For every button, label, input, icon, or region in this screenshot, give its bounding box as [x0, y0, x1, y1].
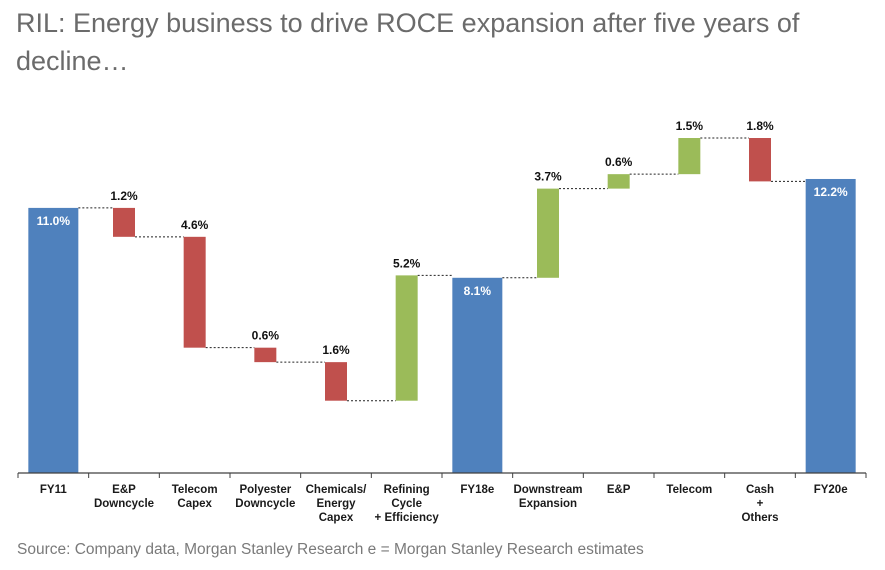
category-label-1: FY11 — [40, 484, 67, 496]
category-label-12: FY20e — [814, 484, 848, 496]
value-labels: 11.0% 1.2% 4.6% 0.6% 1.6% 5.2% 8.1% 3.7% 0.6% 1.5… — [37, 119, 848, 357]
bar-3-decrease — [183, 236, 206, 348]
bar-1-total — [28, 207, 79, 473]
bar-7-total — [452, 277, 503, 473]
value-label-11: 1.8% — [746, 119, 774, 133]
category-labels: FY11 E&P Downcycle Telecom Capex Polyester Dow… — [40, 484, 848, 524]
bar-9-increase — [607, 174, 630, 189]
category-label-6: Refining Cycle + Efficiency — [375, 484, 440, 524]
bar-10-increase — [678, 138, 701, 175]
value-label-7: 8.1% — [464, 284, 492, 298]
category-label-8: Downstream Expansion — [513, 484, 582, 510]
connector-lines — [78, 137, 806, 402]
category-label-5: Chemicals/Energy Capex — [306, 484, 368, 524]
bar-2-decrease — [113, 207, 135, 237]
category-label-3: Telecom Capex — [172, 484, 218, 510]
category-label-4: Polyester Downcycle — [235, 484, 295, 510]
value-label-4: 0.6% — [252, 329, 280, 343]
bar-8-increase — [537, 188, 559, 278]
value-label-6: 5.2% — [393, 256, 421, 270]
value-label-5: 1.6% — [322, 343, 350, 357]
category-label-9: E&P — [607, 484, 631, 496]
bar-5-decrease — [325, 362, 347, 401]
value-label-2: 1.2% — [110, 189, 138, 203]
bar-6-increase — [395, 275, 418, 401]
bar-12-total — [805, 178, 856, 474]
value-label-9: 0.6% — [605, 155, 633, 169]
x-axis — [17, 472, 867, 478]
value-label-8: 3.7% — [534, 170, 562, 184]
category-label-10: Telecom — [666, 484, 712, 496]
bar-4-decrease — [254, 347, 277, 363]
bars — [28, 138, 856, 474]
source-note: Source: Company data, Morgan Stanley Res… — [17, 541, 644, 558]
value-label-3: 4.6% — [181, 218, 209, 232]
waterfall-chart: 11.0% 1.2% 4.6% 0.6% 1.6% 5.2% 8.1% 3.7% 0.6% 1.5… — [17, 119, 867, 524]
value-label-10: 1.5% — [676, 119, 704, 133]
value-label-12: 12.2% — [814, 185, 848, 199]
category-label-2: E&P Downcycle — [94, 484, 154, 510]
value-label-1: 11.0% — [37, 214, 71, 228]
category-label-11: Cash + Others — [741, 484, 778, 524]
bar-11-decrease — [749, 138, 771, 182]
chart-title: RIL: Energy business to drive ROCE expan… — [16, 8, 800, 76]
category-label-7: FY18e — [460, 484, 494, 496]
